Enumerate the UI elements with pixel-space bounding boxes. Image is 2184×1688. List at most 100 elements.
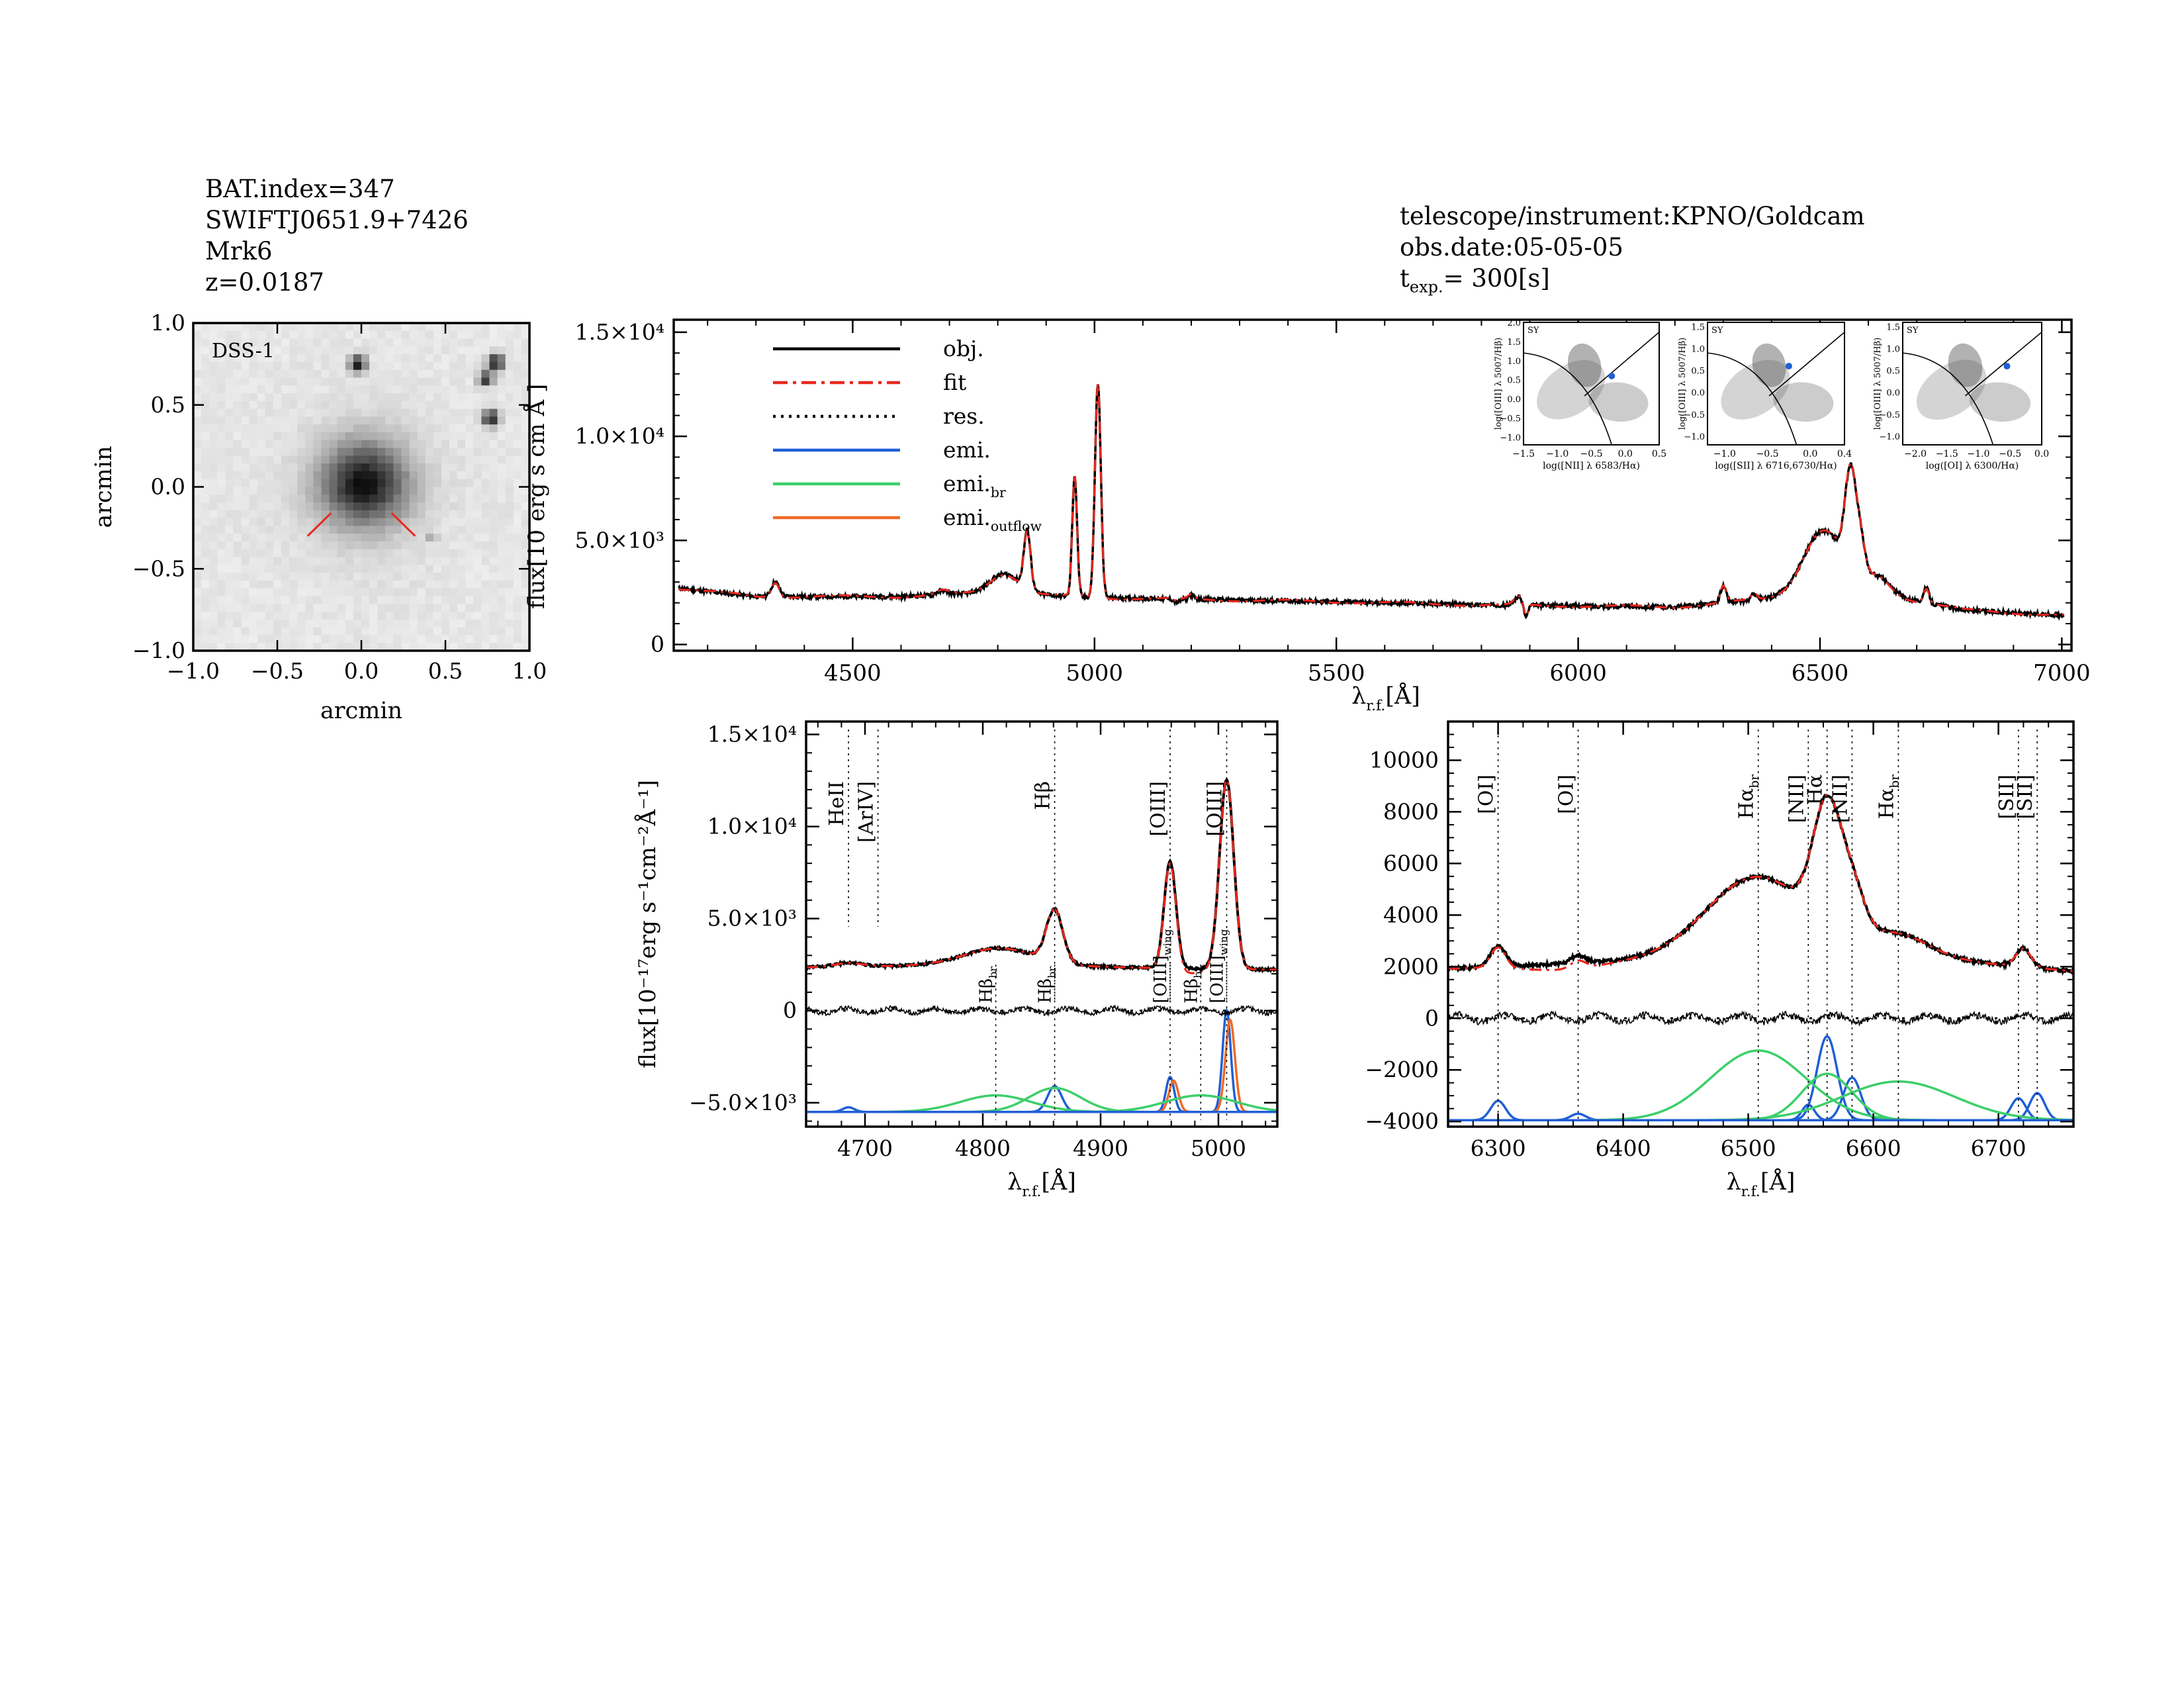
halpha-zoom-line-label-main: [OI] [1475,774,1498,814]
dss-pixel [257,424,266,433]
dss-pixel [521,596,530,604]
dss-pixel [209,471,218,480]
dss-pixel [265,549,274,558]
dss-pixel [281,549,290,558]
dss-pixel [505,455,514,464]
dss-pixel [385,534,394,542]
dss-pixel [433,596,442,604]
full-spectrum-x-axis-label: λr.f.[Å] [1351,681,1420,714]
dss-pixel [409,338,418,347]
dss-pixel [297,400,306,410]
dss-pixel [209,619,218,628]
dss-pixel [217,330,226,340]
bpt-y-tick-label: 0.0 [1886,389,1900,399]
dss-pixel [233,463,242,472]
dss-pixel [465,549,474,558]
dss-pixel [257,643,266,651]
dss-pixel [425,510,434,519]
dss-pixel [265,361,274,371]
bpt-y-tick-label: 1.0 [1691,345,1705,355]
dss-pixel [265,393,274,402]
halpha-zoom-component-emi [1448,1076,2073,1122]
dss-pixel [201,354,210,363]
dss-pixel [209,393,218,402]
dss-pixel [513,471,522,480]
dss-pixel [481,393,490,402]
dss-pixel [449,510,458,519]
dss-pixel [241,369,250,379]
dss-pixel [505,627,514,635]
dss-pixel [241,557,250,565]
dss-pixel [409,518,418,526]
target-marker-left [306,512,332,537]
dss-pixel [401,447,410,456]
bpt-x-tick-label: 0.0 [2034,449,2049,459]
dss-pixel [505,447,514,456]
dss-pixel [417,330,426,340]
dss-pixel [233,432,242,441]
dss-pixel [193,361,202,371]
dss-pixel [377,557,386,565]
dss-pixel [425,573,434,581]
dss-pixel [233,565,242,573]
dss-pixel [361,424,370,433]
dss-pixel [425,369,434,379]
dss-pixel [217,604,226,612]
dss-pixel [225,479,234,488]
dss-pixel [217,494,226,503]
dss-pixel [513,408,522,417]
dss-pixel [361,393,370,402]
dss-pixel [457,455,466,464]
dss-pixel [377,612,386,620]
dss-pixel [209,627,218,635]
dss-pixel [353,526,362,534]
dss-pixel [457,619,466,628]
dss-pixel [241,408,250,417]
dss-pixel [393,526,402,534]
dss-pixel [457,377,466,386]
target-marker-right [390,512,416,537]
dss-pixel [297,432,306,441]
dss-pixel [201,502,210,511]
dss-pixel [441,534,450,542]
dss-pixel [505,534,514,542]
dss-pixel [225,416,234,425]
dss-pixel [313,627,322,635]
dss-pixel [233,369,242,379]
dss-pixel [305,635,314,643]
dss-pixel [457,400,466,410]
dss-pixel [409,635,418,643]
bpt-demarcation-curve [1902,352,1994,445]
dss-pixel [193,463,202,472]
dss-pixel [265,494,274,503]
dss-pixel [409,588,418,597]
dss-pixel [385,502,394,511]
dss-pixel [385,361,394,371]
dss-pixel [281,612,290,620]
dss-pixel [441,573,450,581]
dss-pixel [409,408,418,417]
dss-pixel [417,526,426,534]
dss-pixel [297,588,306,597]
dss-pixel [489,627,498,635]
dss-pixel [457,393,466,402]
dss-pixel [489,565,498,573]
dss-pixel [345,463,354,472]
dss-pixel [241,377,250,386]
dss-pixel [273,440,282,449]
object-name-label: Mrk6 [205,237,273,265]
dss-pixel [321,604,330,612]
dss-pixel [401,338,410,347]
dss-pixel [385,580,394,589]
dss-pixel [457,440,466,449]
dss-pixel [425,354,434,363]
dss-pixel [337,612,346,620]
dss-pixel [289,393,298,402]
dss-pixel [337,526,346,534]
dss-pixel [281,471,290,480]
dss-pixel [289,346,298,355]
dss-pixel [209,369,218,379]
dss-pixel [521,385,530,394]
dss-pixel [385,447,394,456]
dss-pixel [337,627,346,635]
